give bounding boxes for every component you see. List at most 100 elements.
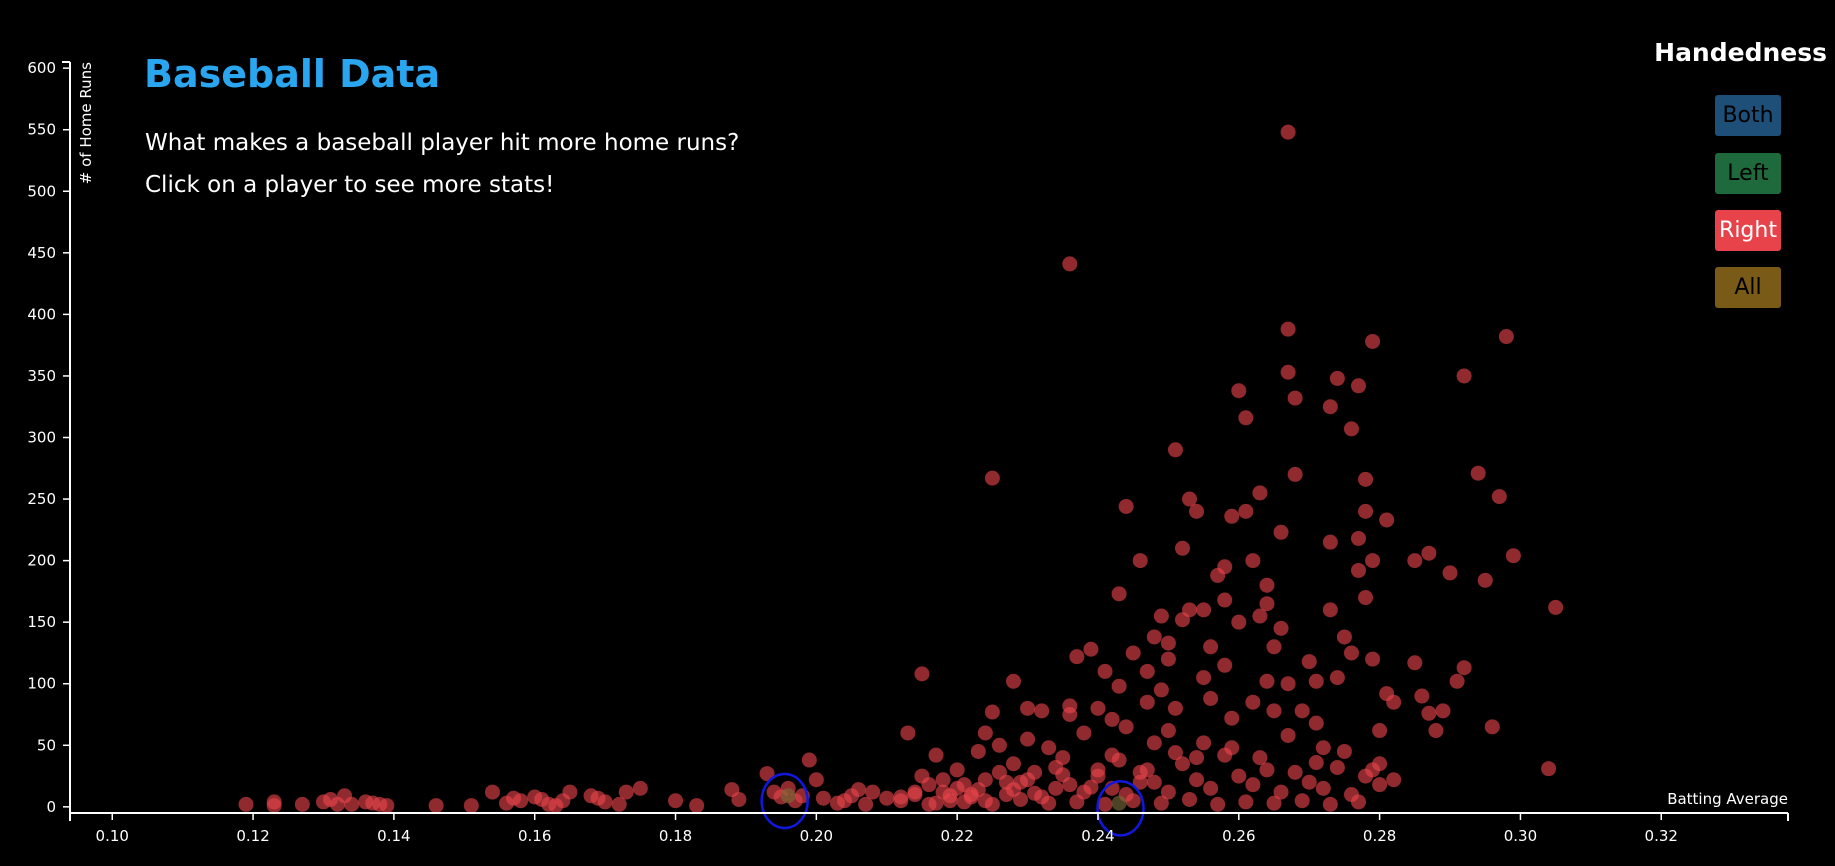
player-point[interactable] — [1336, 629, 1352, 645]
player-point[interactable] — [1428, 723, 1444, 739]
player-point[interactable] — [780, 788, 796, 804]
player-point[interactable] — [984, 470, 1000, 486]
player-point[interactable] — [1048, 780, 1064, 796]
player-point[interactable] — [984, 796, 1000, 812]
player-point[interactable] — [865, 784, 881, 800]
player-point[interactable] — [1055, 767, 1071, 783]
player-point[interactable] — [1118, 719, 1134, 735]
player-point[interactable] — [1160, 651, 1176, 667]
player-point[interactable] — [1217, 559, 1233, 575]
player-point[interactable] — [1224, 508, 1240, 524]
player-point[interactable] — [1125, 793, 1141, 809]
player-point[interactable] — [1196, 735, 1212, 751]
player-point[interactable] — [1203, 639, 1219, 655]
player-point[interactable] — [1125, 645, 1141, 661]
player-point[interactable] — [1280, 727, 1296, 743]
player-point[interactable] — [1013, 791, 1029, 807]
player-point[interactable] — [1034, 703, 1050, 719]
filter-right-button[interactable]: Right — [1715, 210, 1781, 251]
player-point[interactable] — [1245, 694, 1261, 710]
player-point[interactable] — [294, 796, 310, 812]
player-point[interactable] — [1315, 740, 1331, 756]
player-point[interactable] — [1484, 719, 1500, 735]
player-point[interactable] — [1146, 735, 1162, 751]
player-point[interactable] — [1449, 673, 1465, 689]
player-point[interactable] — [1259, 673, 1275, 689]
player-point[interactable] — [1351, 562, 1366, 578]
player-point[interactable] — [1224, 740, 1240, 756]
player-point[interactable] — [1196, 670, 1212, 686]
player-point[interactable] — [1203, 780, 1219, 796]
player-point[interactable] — [949, 762, 965, 778]
player-point[interactable] — [1027, 785, 1043, 801]
player-point[interactable] — [266, 794, 282, 810]
player-point[interactable] — [1111, 678, 1127, 694]
player-point[interactable] — [1139, 762, 1155, 778]
player-point[interactable] — [1386, 772, 1402, 788]
player-point[interactable] — [1083, 641, 1099, 657]
player-point[interactable] — [1041, 740, 1057, 756]
player-point[interactable] — [1358, 471, 1374, 487]
player-point[interactable] — [238, 796, 254, 812]
player-point[interactable] — [1365, 553, 1381, 569]
player-point[interactable] — [1358, 503, 1374, 519]
player-point[interactable] — [1090, 700, 1106, 716]
player-point[interactable] — [970, 743, 986, 759]
player-point[interactable] — [1322, 534, 1338, 550]
player-point[interactable] — [1189, 503, 1205, 519]
player-point[interactable] — [1266, 795, 1282, 811]
player-point[interactable] — [1259, 596, 1275, 612]
player-point[interactable] — [1153, 795, 1169, 811]
player-point[interactable] — [1273, 784, 1289, 800]
player-point[interactable] — [1343, 645, 1359, 661]
player-point[interactable] — [815, 790, 831, 806]
player-point[interactable] — [484, 784, 500, 800]
player-point[interactable] — [858, 796, 874, 812]
player-point[interactable] — [1069, 649, 1085, 665]
player-point[interactable] — [1301, 654, 1317, 670]
player-point[interactable] — [1365, 762, 1381, 778]
player-point[interactable] — [597, 794, 613, 810]
player-point[interactable] — [1062, 256, 1078, 272]
filter-all-button[interactable]: All — [1715, 267, 1781, 308]
player-point[interactable] — [1442, 565, 1458, 581]
player-point[interactable] — [1294, 703, 1310, 719]
player-point[interactable] — [1365, 651, 1381, 667]
player-point[interactable] — [907, 784, 923, 800]
player-point[interactable] — [463, 798, 479, 814]
player-point[interactable] — [759, 766, 775, 782]
player-point[interactable] — [1280, 676, 1296, 692]
player-point[interactable] — [1287, 390, 1303, 406]
player-point[interactable] — [1294, 793, 1310, 809]
player-point[interactable] — [1252, 750, 1268, 766]
player-point[interactable] — [935, 772, 951, 788]
player-point[interactable] — [956, 794, 972, 810]
player-point[interactable] — [611, 796, 627, 812]
player-point[interactable] — [1020, 772, 1036, 788]
player-point[interactable] — [1224, 710, 1240, 726]
player-point[interactable] — [1118, 498, 1134, 514]
player-point[interactable] — [879, 790, 895, 806]
player-point[interactable] — [1196, 602, 1212, 618]
player-point[interactable] — [1407, 553, 1423, 569]
player-point[interactable] — [1005, 673, 1021, 689]
player-point[interactable] — [1315, 780, 1331, 796]
player-point[interactable] — [1308, 673, 1324, 689]
player-point[interactable] — [1238, 794, 1254, 810]
player-point[interactable] — [1372, 723, 1388, 739]
player-point[interactable] — [1020, 731, 1036, 747]
player-point[interactable] — [1421, 545, 1437, 561]
player-point[interactable] — [851, 782, 867, 798]
player-point[interactable] — [1372, 777, 1388, 793]
player-point[interactable] — [1160, 784, 1176, 800]
player-point[interactable] — [1322, 796, 1338, 812]
player-point[interactable] — [618, 784, 634, 800]
player-point[interactable] — [1210, 796, 1226, 812]
player-point[interactable] — [1541, 761, 1557, 777]
player-point[interactable] — [1351, 378, 1366, 394]
player-point[interactable] — [1167, 442, 1183, 458]
player-point[interactable] — [1076, 725, 1092, 741]
player-point[interactable] — [1498, 329, 1514, 345]
player-point[interactable] — [1041, 795, 1057, 811]
player-point[interactable] — [1245, 553, 1261, 569]
